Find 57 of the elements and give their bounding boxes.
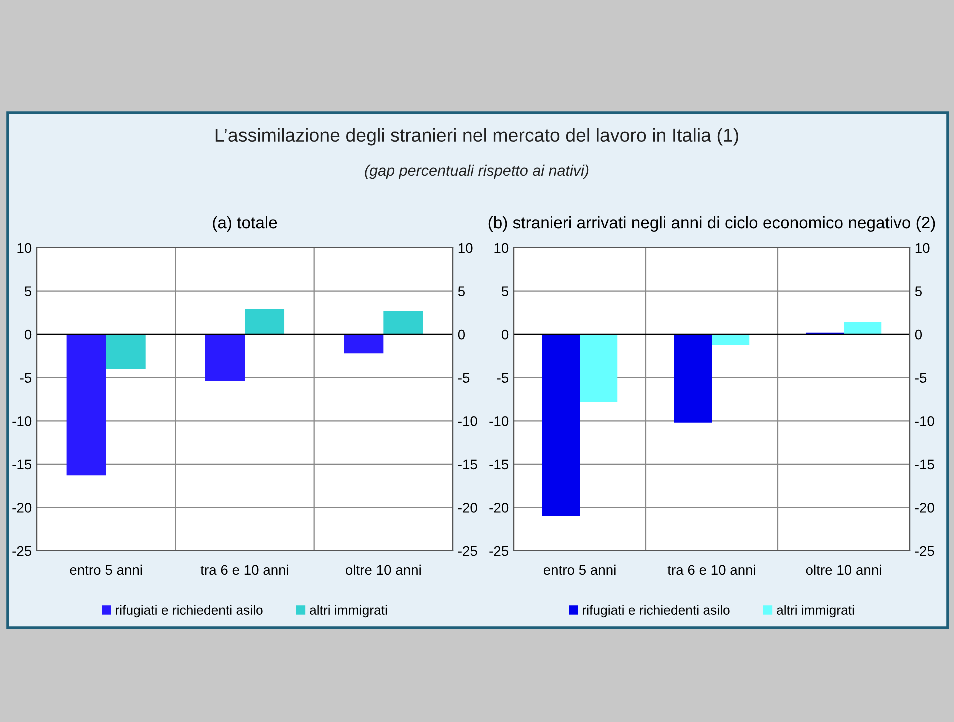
- y2-tick-label: -5: [915, 373, 927, 384]
- legend-label: rifugiati e richiedenti asilo: [116, 605, 263, 618]
- y-tick-label: -10: [12, 416, 32, 426]
- y-tick-label: -20: [12, 503, 32, 513]
- y2-tick-label: -25: [458, 546, 478, 556]
- bar: [542, 334, 580, 516]
- bar: [344, 334, 384, 354]
- y2-tick-label: -20: [458, 503, 478, 513]
- y-tick-label: -15: [12, 460, 32, 470]
- bar: [245, 309, 285, 335]
- y-tick-label: 10: [18, 243, 32, 254]
- y2-tick-label: 5: [458, 286, 466, 296]
- bar: [205, 334, 245, 382]
- bar: [66, 334, 106, 476]
- y2-tick-label: -10: [915, 416, 934, 426]
- legend-label: altri immigrati: [310, 605, 388, 618]
- bar: [580, 334, 618, 402]
- x-tick-label: entro 5 anni: [544, 564, 616, 576]
- y-tick-label: 5: [502, 286, 509, 296]
- y-tick-label: -15: [490, 460, 509, 470]
- bar: [384, 311, 424, 335]
- y-tick-label: 5: [24, 286, 32, 296]
- bar: [106, 334, 146, 370]
- y-tick-label: -5: [497, 373, 509, 384]
- text: (gap percentuali rispetto ai nativi): [365, 164, 589, 180]
- legend-label: altri immigrati: [777, 605, 854, 618]
- y2-tick-label: -5: [458, 373, 470, 384]
- y2-tick-label: -15: [915, 460, 934, 470]
- x-tick-label: entro 5 anni: [70, 564, 142, 576]
- y2-tick-label: -20: [915, 503, 934, 513]
- y-tick-label: 10: [494, 243, 509, 254]
- y2-tick-label: -10: [458, 416, 478, 426]
- text: L’assimilazione degli stranieri nel mercato del lavoro in Italia (1): [216, 128, 738, 146]
- chart-title: (b) stranieri arrivati negli anni di ciclo economico negativo (2): [488, 216, 936, 232]
- y2-tick-label: 0: [458, 330, 466, 340]
- y-tick-label: -10: [490, 416, 509, 426]
- y-tick-label: -25: [490, 546, 509, 556]
- y-tick-label: 0: [24, 330, 32, 340]
- y-tick-label: -5: [20, 373, 32, 384]
- legend-label: rifugiati e richiedenti asilo: [583, 605, 730, 618]
- bar: [712, 334, 750, 345]
- chart-title: (a) totale: [213, 216, 278, 232]
- y2-tick-label: 0: [915, 330, 922, 340]
- y2-tick-label: -25: [915, 546, 934, 556]
- bar: [844, 322, 882, 335]
- x-tick-label: tra 6 e 10 anni: [200, 564, 288, 576]
- y-tick-label: -20: [490, 503, 509, 513]
- y2-tick-label: 10: [916, 243, 930, 254]
- x-tick-label: oltre 10 anni: [806, 564, 882, 576]
- y-tick-label: -25: [12, 546, 32, 556]
- y-tick-label: 0: [502, 330, 509, 340]
- y2-tick-label: 5: [915, 286, 922, 296]
- y2-tick-label: -15: [458, 460, 478, 470]
- x-tick-label: oltre 10 anni: [346, 564, 421, 576]
- x-tick-label: tra 6 e 10 anni: [668, 564, 756, 576]
- y2-tick-label: 10: [458, 243, 473, 254]
- bar: [674, 334, 712, 423]
